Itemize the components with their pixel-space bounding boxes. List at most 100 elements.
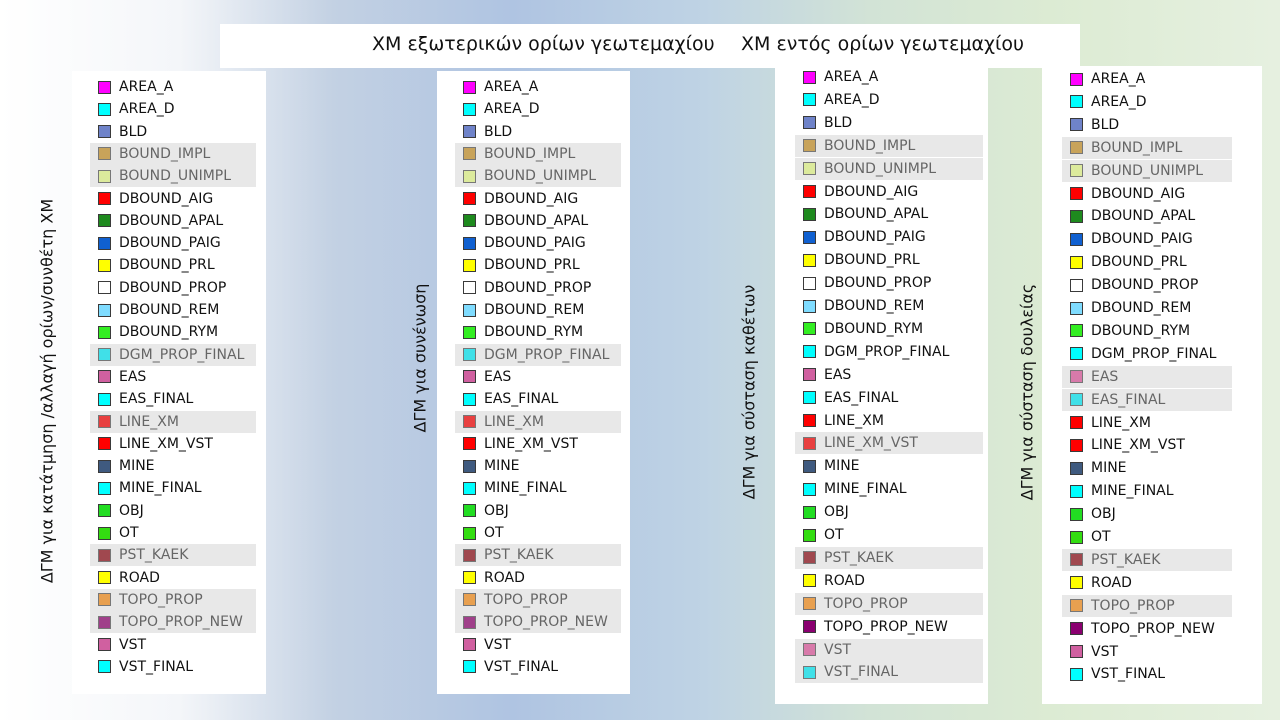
layer-row-line-xm-vst[interactable]: LINE_XM_VST (1062, 434, 1232, 456)
layer-row-dbound-prop[interactable]: DBOUND_PROP (455, 277, 621, 299)
layer-row-bld[interactable]: BLD (455, 121, 621, 143)
layer-row-topo-prop[interactable]: TOPO_PROP (1062, 594, 1232, 617)
layer-row-area-d[interactable]: AREA_D (795, 89, 983, 111)
layer-row-road[interactable]: ROAD (795, 570, 983, 592)
layer-row-pst-kaek[interactable]: PST_KAEK (455, 544, 621, 567)
layer-row-area-d[interactable]: AREA_D (455, 98, 621, 120)
layer-row-bound-impl[interactable]: BOUND_IMPL (455, 142, 621, 165)
layer-row-dbound-prop[interactable]: DBOUND_PROP (90, 277, 256, 299)
layer-row-pst-kaek[interactable]: PST_KAEK (1062, 548, 1232, 571)
layer-row-obj[interactable]: OBJ (795, 501, 983, 523)
layer-row-area-a[interactable]: AREA_A (90, 76, 256, 98)
layer-row-mine-final[interactable]: MINE_FINAL (455, 477, 621, 499)
layer-row-mine-final[interactable]: MINE_FINAL (90, 477, 256, 499)
layer-row-line-xm-vst[interactable]: LINE_XM_VST (455, 433, 621, 455)
layer-row-obj[interactable]: OBJ (90, 500, 256, 522)
layer-row-eas[interactable]: EAS (90, 366, 256, 388)
layer-row-vst-final[interactable]: VST_FINAL (795, 661, 983, 684)
layer-row-dbound-rym[interactable]: DBOUND_RYM (455, 321, 621, 343)
layer-row-vst[interactable]: VST (1062, 641, 1232, 663)
layer-row-dbound-aig[interactable]: DBOUND_AIG (90, 188, 256, 210)
layer-row-dgm-prop-final[interactable]: DGM_PROP_FINAL (795, 341, 983, 363)
layer-row-dgm-prop-final[interactable]: DGM_PROP_FINAL (455, 343, 621, 366)
layer-row-vst-final[interactable]: VST_FINAL (455, 656, 621, 678)
layer-row-mine[interactable]: MINE (1062, 457, 1232, 479)
layer-row-line-xm[interactable]: LINE_XM (1062, 412, 1232, 434)
layer-row-dbound-aig[interactable]: DBOUND_AIG (455, 188, 621, 210)
layer-row-bound-unimpl[interactable]: BOUND_UNIMPL (90, 165, 256, 188)
layer-row-bld[interactable]: BLD (90, 121, 256, 143)
layer-row-bound-impl[interactable]: BOUND_IMPL (795, 134, 983, 157)
layer-row-bound-unimpl[interactable]: BOUND_UNIMPL (1062, 159, 1232, 182)
layer-row-dbound-apal[interactable]: DBOUND_APAL (1062, 205, 1232, 227)
layer-row-line-xm[interactable]: LINE_XM (90, 410, 256, 433)
layer-row-area-a[interactable]: AREA_A (1062, 68, 1232, 90)
layer-row-area-d[interactable]: AREA_D (1062, 91, 1232, 113)
layer-row-mine[interactable]: MINE (795, 455, 983, 477)
layer-row-dbound-prl[interactable]: DBOUND_PRL (90, 254, 256, 276)
layer-row-dbound-paig[interactable]: DBOUND_PAIG (795, 226, 983, 248)
layer-row-dbound-rem[interactable]: DBOUND_REM (455, 299, 621, 321)
layer-row-line-xm-vst[interactable]: LINE_XM_VST (90, 433, 256, 455)
layer-row-ot[interactable]: OT (455, 522, 621, 544)
layer-row-dbound-rym[interactable]: DBOUND_RYM (1062, 320, 1232, 342)
layer-row-obj[interactable]: OBJ (1062, 503, 1232, 525)
layer-row-ot[interactable]: OT (1062, 526, 1232, 548)
layer-row-eas-final[interactable]: EAS_FINAL (455, 388, 621, 410)
layer-row-vst[interactable]: VST (455, 634, 621, 656)
layer-row-dbound-aig[interactable]: DBOUND_AIG (795, 181, 983, 203)
layer-row-dbound-rem[interactable]: DBOUND_REM (1062, 297, 1232, 319)
layer-row-dbound-paig[interactable]: DBOUND_PAIG (1062, 228, 1232, 250)
layer-row-road[interactable]: ROAD (1062, 572, 1232, 594)
layer-row-mine[interactable]: MINE (455, 455, 621, 477)
layer-row-dgm-prop-final[interactable]: DGM_PROP_FINAL (1062, 343, 1232, 365)
layer-row-eas[interactable]: EAS (795, 364, 983, 386)
layer-row-line-xm[interactable]: LINE_XM (795, 410, 983, 432)
layer-row-topo-prop-new[interactable]: TOPO_PROP_NEW (1062, 618, 1232, 640)
layer-row-topo-prop[interactable]: TOPO_PROP (455, 588, 621, 611)
layer-row-dbound-apal[interactable]: DBOUND_APAL (795, 203, 983, 225)
layer-row-mine[interactable]: MINE (90, 455, 256, 477)
layer-row-pst-kaek[interactable]: PST_KAEK (795, 546, 983, 569)
layer-row-mine-final[interactable]: MINE_FINAL (1062, 480, 1232, 502)
layer-row-area-d[interactable]: AREA_D (90, 98, 256, 120)
layer-row-ot[interactable]: OT (90, 522, 256, 544)
layer-row-road[interactable]: ROAD (455, 567, 621, 589)
layer-row-topo-prop-new[interactable]: TOPO_PROP_NEW (455, 611, 621, 634)
layer-row-eas-final[interactable]: EAS_FINAL (795, 387, 983, 409)
layer-row-dbound-rem[interactable]: DBOUND_REM (90, 299, 256, 321)
layer-row-topo-prop[interactable]: TOPO_PROP (90, 588, 256, 611)
layer-row-eas-final[interactable]: EAS_FINAL (90, 388, 256, 410)
layer-row-vst[interactable]: VST (90, 634, 256, 656)
layer-row-dbound-prl[interactable]: DBOUND_PRL (1062, 251, 1232, 273)
layer-row-dbound-paig[interactable]: DBOUND_PAIG (455, 232, 621, 254)
layer-row-topo-prop[interactable]: TOPO_PROP (795, 592, 983, 615)
layer-row-dbound-paig[interactable]: DBOUND_PAIG (90, 232, 256, 254)
layer-row-dbound-apal[interactable]: DBOUND_APAL (90, 210, 256, 232)
layer-row-topo-prop-new[interactable]: TOPO_PROP_NEW (795, 616, 983, 638)
layer-row-bound-impl[interactable]: BOUND_IMPL (1062, 136, 1232, 159)
layer-row-line-xm-vst[interactable]: LINE_XM_VST (795, 432, 983, 455)
layer-row-area-a[interactable]: AREA_A (795, 66, 983, 88)
layer-row-road[interactable]: ROAD (90, 567, 256, 589)
layer-row-dgm-prop-final[interactable]: DGM_PROP_FINAL (90, 343, 256, 366)
layer-row-topo-prop-new[interactable]: TOPO_PROP_NEW (90, 611, 256, 634)
layer-row-line-xm[interactable]: LINE_XM (455, 410, 621, 433)
layer-row-vst[interactable]: VST (795, 638, 983, 661)
layer-row-obj[interactable]: OBJ (455, 500, 621, 522)
layer-row-dbound-prop[interactable]: DBOUND_PROP (795, 272, 983, 294)
layer-row-mine-final[interactable]: MINE_FINAL (795, 478, 983, 500)
layer-row-dbound-prl[interactable]: DBOUND_PRL (455, 254, 621, 276)
layer-row-bld[interactable]: BLD (1062, 114, 1232, 136)
layer-row-vst-final[interactable]: VST_FINAL (1062, 663, 1232, 685)
layer-row-dbound-rym[interactable]: DBOUND_RYM (795, 318, 983, 340)
layer-row-bound-unimpl[interactable]: BOUND_UNIMPL (455, 165, 621, 188)
layer-row-eas[interactable]: EAS (455, 366, 621, 388)
layer-row-vst-final[interactable]: VST_FINAL (90, 656, 256, 678)
layer-row-dbound-aig[interactable]: DBOUND_AIG (1062, 183, 1232, 205)
layer-row-bld[interactable]: BLD (795, 112, 983, 134)
layer-row-dbound-apal[interactable]: DBOUND_APAL (455, 210, 621, 232)
layer-row-ot[interactable]: OT (795, 524, 983, 546)
layer-row-dbound-prl[interactable]: DBOUND_PRL (795, 249, 983, 271)
layer-row-dbound-rym[interactable]: DBOUND_RYM (90, 321, 256, 343)
